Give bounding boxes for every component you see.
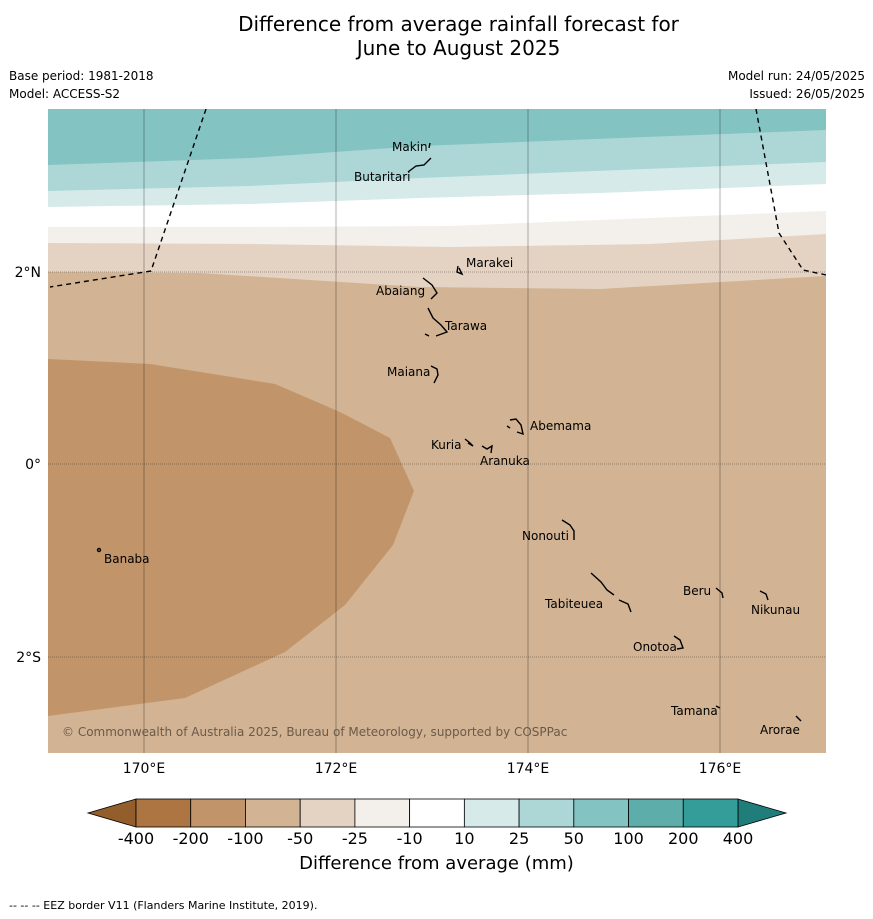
colorbar — [86, 798, 788, 828]
lat-tick-0: 0° — [25, 457, 41, 473]
lon-tick-172: 172°E — [315, 761, 358, 777]
island-tarawa — [424, 307, 449, 337]
colorbar-segment — [190, 798, 246, 828]
island-beru — [715, 587, 724, 599]
label-nikunau: Nikunau — [751, 603, 800, 617]
island-nonouti — [561, 519, 575, 540]
base-period: Base period: 1981-2018 — [9, 69, 154, 83]
island-butaritari — [407, 157, 432, 173]
band-minus200-minus100 — [48, 359, 414, 716]
colorbar-segment — [682, 798, 739, 828]
island-outlines — [96, 142, 802, 722]
colorbar-segment — [628, 798, 684, 828]
island-abaiang — [422, 277, 438, 300]
colorbar-segment — [573, 798, 629, 828]
colorbar-label: -25 — [342, 829, 368, 848]
lon-tick-170: 170°E — [123, 761, 166, 777]
lon-tick-174: 174°E — [507, 761, 550, 777]
colorbar-label: -50 — [287, 829, 313, 848]
band-50-100 — [48, 109, 826, 165]
colorbar-segment — [463, 798, 520, 828]
colorbar-segment — [245, 798, 301, 828]
colorbar-segment — [409, 798, 465, 828]
colorbar-label: -200 — [173, 829, 209, 848]
island-abemama — [506, 418, 524, 436]
colorbar-label: 50 — [564, 829, 584, 848]
footer-note: -- -- -- EEZ border V11 (Flanders Marine… — [9, 899, 318, 912]
model-name: Model: ACCESS-S2 — [9, 87, 121, 101]
colorbar-over-arrow — [737, 798, 788, 828]
island-tabiteuea — [590, 572, 632, 613]
map-title: Difference from average rainfall forecas… — [0, 12, 873, 60]
colorbar-label: 200 — [668, 829, 699, 848]
axis-labels: 170°E 172°E 174°E 176°E 2°N 0° 2°S — [15, 265, 742, 777]
label-makin: Makin — [392, 140, 428, 154]
island-makin — [428, 142, 431, 149]
colorbar-label: 400 — [723, 829, 754, 848]
colorbar-label: -100 — [227, 829, 263, 848]
colorbar-label: -10 — [397, 829, 423, 848]
label-tamana: Tamana — [670, 704, 718, 718]
model-run: Model run: 24/05/2025 — [727, 69, 865, 83]
issued-date: Issued: 26/05/2025 — [749, 87, 865, 101]
meta-right: Model run: 24/05/2025 Issued: 26/05/2025 — [728, 67, 865, 103]
lat-tick-2s: 2°S — [16, 650, 41, 666]
meta-left: Base period: 1981-2018 Model: ACCESS-S2 — [9, 67, 154, 103]
label-nonouti: Nonouti — [522, 529, 569, 543]
colorbar-segment — [299, 798, 356, 828]
label-kuria: Kuria — [431, 438, 462, 452]
lon-tick-176: 176°E — [699, 761, 742, 777]
colorbar-segment — [354, 798, 411, 828]
label-abaiang: Abaiang — [376, 284, 425, 298]
label-beru: Beru — [683, 584, 711, 598]
lat-tick-2n: 2°N — [15, 265, 41, 281]
island-maiana — [430, 365, 439, 384]
island-arorae — [795, 715, 802, 722]
label-onotoa: Onotoa — [633, 640, 677, 654]
label-maiana: Maiana — [387, 365, 430, 379]
label-butaritari: Butaritari — [354, 170, 411, 184]
label-banaba: Banaba — [104, 552, 150, 566]
colorbar-title: Difference from average (mm) — [299, 853, 574, 874]
place-labels: Makin Butaritari Marakei Abaiang Tarawa … — [104, 140, 800, 737]
label-tarawa: Tarawa — [444, 319, 487, 333]
colorbar-label: -400 — [118, 829, 154, 848]
graticule — [48, 109, 826, 753]
colorbar-label: 10 — [454, 829, 474, 848]
label-marakei: Marakei — [466, 256, 513, 270]
label-arorae: Arorae — [760, 723, 800, 737]
island-nikunau — [759, 590, 769, 601]
colorbar-segment — [518, 798, 575, 828]
rainfall-map: Makin Butaritari Marakei Abaiang Tarawa … — [48, 109, 826, 753]
copyright-notice: © Commonwealth of Australia 2025, Bureau… — [62, 725, 567, 739]
title-line-2: June to August 2025 — [356, 36, 561, 60]
title-line-1: Difference from average rainfall forecas… — [238, 12, 679, 36]
island-kuria — [464, 438, 474, 447]
island-marakei — [456, 265, 464, 276]
colorbar-under-arrow — [86, 798, 137, 828]
island-onotoa — [673, 635, 684, 650]
label-abemama: Abemama — [530, 419, 591, 433]
island-aranuka — [481, 444, 493, 454]
colorbar-label: 25 — [509, 829, 529, 848]
island-banaba — [96, 547, 102, 553]
label-aranuka: Aranuka — [480, 454, 530, 468]
colorbar-labels: -400 -200 -100 -50 -25 -10 10 25 50 100 200 400 — [118, 829, 753, 848]
island-tamana — [715, 705, 721, 709]
eez-border — [49, 109, 826, 288]
colorbar-segment — [135, 798, 192, 828]
colorbar-label: 100 — [613, 829, 644, 848]
label-tabiteuea: Tabiteuea — [544, 597, 603, 611]
